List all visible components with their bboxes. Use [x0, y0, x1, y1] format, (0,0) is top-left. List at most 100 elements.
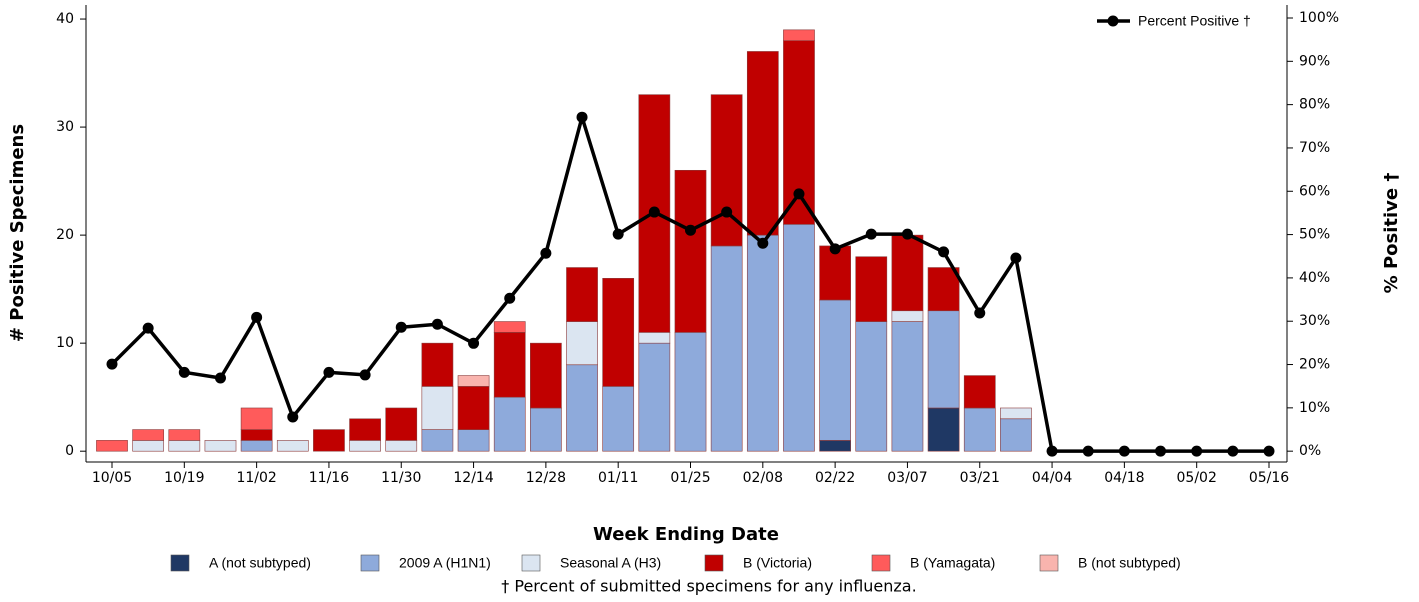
- bar-segment: [819, 440, 851, 452]
- bar-segment: [783, 29, 815, 41]
- legend-marker: [1107, 15, 1119, 27]
- x-tick-label: 11/30: [381, 470, 421, 486]
- bar-segment: [421, 429, 454, 452]
- line-point: [1010, 252, 1022, 264]
- x-tick-label: 12/28: [526, 470, 566, 486]
- y-tick-label: 0: [65, 443, 74, 459]
- bar-segment: [891, 234, 924, 312]
- x-tick-label: 11/02: [236, 470, 276, 486]
- bar-segment: [457, 375, 490, 387]
- legend-label: B (Yamagata): [910, 555, 995, 571]
- bar-segment: [385, 407, 418, 441]
- x-tick-label: 02/08: [743, 470, 783, 486]
- x-tick-label: 02/22: [815, 470, 855, 486]
- line-point: [1227, 445, 1239, 457]
- line-point: [214, 372, 226, 384]
- line-point: [1082, 445, 1094, 457]
- y-tick-label: 20: [56, 227, 74, 243]
- bar-segment: [674, 332, 707, 452]
- bar-segment: [276, 440, 309, 452]
- x-tick-label: 04/04: [1032, 470, 1072, 486]
- y2-tick-label: 40%: [1299, 270, 1330, 286]
- bar-segment: [349, 418, 381, 441]
- bar-segment: [855, 321, 888, 452]
- y2-tick-label: 20%: [1299, 357, 1330, 373]
- bar-segment: [710, 245, 743, 452]
- legend-label: A (not subtyped): [209, 555, 311, 571]
- line-point: [504, 292, 516, 304]
- y2-tick-label: 30%: [1299, 313, 1330, 329]
- line-point: [612, 228, 624, 240]
- bar-segment: [891, 321, 924, 452]
- line-point: [648, 206, 660, 218]
- line-point: [829, 243, 841, 255]
- bar-segment: [240, 440, 273, 452]
- line-point: [757, 237, 769, 249]
- legend-label: 2009 A (H1N1): [399, 555, 491, 571]
- bar-segment: [602, 386, 635, 452]
- legend-swatch: [521, 554, 541, 572]
- y2-tick-label: 60%: [1299, 183, 1330, 199]
- x-axis-title: Week Ending Date: [593, 524, 779, 545]
- x-tick-label: 04/18: [1104, 470, 1144, 486]
- x-tick-label: 03/21: [960, 470, 1000, 486]
- line-point: [251, 311, 263, 323]
- line-point: [142, 322, 154, 334]
- bar-segment: [963, 407, 996, 452]
- bar-segment: [493, 321, 526, 333]
- bar-segment: [638, 332, 671, 344]
- bar-segment: [421, 386, 454, 430]
- legend-swatch: [704, 554, 724, 572]
- y-axis-title: # Positive Specimens: [7, 124, 28, 342]
- bar-segment: [1000, 418, 1032, 452]
- x-tick-label: 12/14: [453, 470, 493, 486]
- line-point: [576, 111, 588, 123]
- y2-tick-label: 50%: [1299, 227, 1330, 243]
- bar-segment: [566, 321, 598, 366]
- bar-segment: [746, 234, 779, 452]
- bar-segment: [963, 375, 996, 409]
- bar-segment: [819, 299, 851, 441]
- y2-tick-label: 70%: [1299, 140, 1330, 156]
- line-point: [178, 366, 190, 378]
- footnote: † Percent of submitted specimens for any…: [501, 577, 916, 596]
- line-point: [938, 246, 950, 258]
- bar-segment: [240, 407, 273, 430]
- line-point: [685, 224, 696, 236]
- line-point: [395, 321, 407, 333]
- line-point: [468, 337, 480, 349]
- y2-tick-label: 100%: [1299, 10, 1339, 26]
- legend-label: Seasonal A (H3): [560, 555, 661, 571]
- line-point: [974, 307, 986, 319]
- line-point: [1118, 445, 1130, 457]
- bar-segment: [566, 267, 598, 322]
- bar-segment: [927, 407, 960, 452]
- legend-label: B (Victoria): [743, 555, 812, 571]
- y2-tick-label: 90%: [1299, 53, 1330, 69]
- x-tick-label: 01/11: [598, 470, 638, 486]
- x-tick-label: 10/05: [92, 470, 132, 486]
- x-tick-label: 03/07: [887, 470, 927, 486]
- bar-segment: [168, 440, 201, 452]
- bar-segment: [313, 429, 345, 452]
- bar-segment: [385, 440, 418, 452]
- bar-segment: [349, 440, 381, 452]
- line-point: [431, 318, 443, 330]
- y2-tick-label: 10%: [1299, 400, 1330, 416]
- y-tick-label: 30: [56, 119, 74, 135]
- line-point: [1191, 445, 1203, 457]
- line-point: [323, 366, 335, 378]
- legend-label: B (not subtyped): [1078, 555, 1181, 571]
- bar-segment: [96, 440, 128, 452]
- bar-segment: [493, 396, 526, 452]
- line-point: [721, 206, 733, 218]
- bar-segment: [457, 386, 490, 430]
- bar-segment: [602, 278, 635, 387]
- legend-label: Percent Positive †: [1138, 13, 1251, 29]
- line-point: [106, 358, 118, 370]
- bar-segment: [421, 342, 454, 387]
- bar-segment: [927, 310, 960, 409]
- legend-swatch: [871, 554, 891, 572]
- x-tick-label: 01/25: [670, 470, 710, 486]
